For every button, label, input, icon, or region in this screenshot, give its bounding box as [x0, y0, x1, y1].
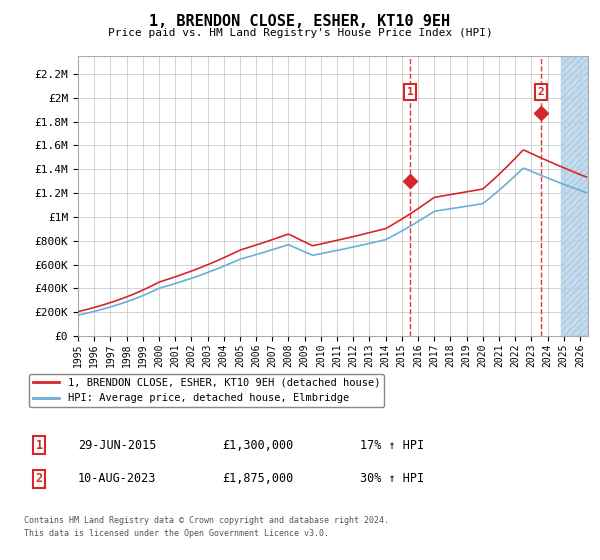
Legend: 1, BRENDON CLOSE, ESHER, KT10 9EH (detached house), HPI: Average price, detached: 1, BRENDON CLOSE, ESHER, KT10 9EH (detac… — [29, 374, 385, 407]
Text: This data is licensed under the Open Government Licence v3.0.: This data is licensed under the Open Gov… — [24, 529, 329, 538]
Text: 29-JUN-2015: 29-JUN-2015 — [78, 438, 157, 452]
Bar — [561, 56, 588, 336]
Bar — [561, 56, 588, 336]
Text: 2: 2 — [538, 87, 544, 97]
Text: 1: 1 — [407, 87, 413, 97]
Text: 30% ↑ HPI: 30% ↑ HPI — [360, 472, 424, 486]
Text: 1, BRENDON CLOSE, ESHER, KT10 9EH: 1, BRENDON CLOSE, ESHER, KT10 9EH — [149, 14, 451, 29]
Text: £1,300,000: £1,300,000 — [222, 438, 293, 452]
Text: 1: 1 — [35, 438, 43, 452]
Text: 2: 2 — [35, 472, 43, 486]
Text: 17% ↑ HPI: 17% ↑ HPI — [360, 438, 424, 452]
Text: Contains HM Land Registry data © Crown copyright and database right 2024.: Contains HM Land Registry data © Crown c… — [24, 516, 389, 525]
Text: 10-AUG-2023: 10-AUG-2023 — [78, 472, 157, 486]
Text: Price paid vs. HM Land Registry's House Price Index (HPI): Price paid vs. HM Land Registry's House … — [107, 28, 493, 38]
Text: £1,875,000: £1,875,000 — [222, 472, 293, 486]
